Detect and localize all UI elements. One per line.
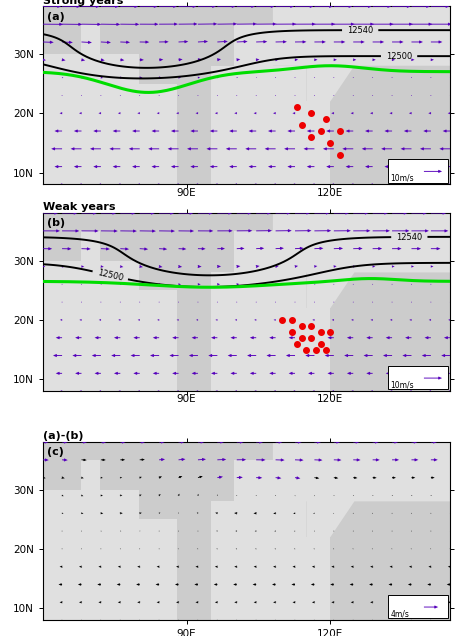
Bar xyxy=(388,595,448,618)
Text: (a): (a) xyxy=(47,11,64,22)
Polygon shape xyxy=(355,6,450,54)
Bar xyxy=(388,366,448,389)
Text: 12500: 12500 xyxy=(97,268,124,283)
Text: 90E: 90E xyxy=(177,188,196,198)
Text: 120E: 120E xyxy=(317,188,344,198)
Polygon shape xyxy=(210,231,330,391)
Polygon shape xyxy=(355,442,450,490)
Polygon shape xyxy=(210,460,330,620)
Text: Weak years: Weak years xyxy=(43,202,115,212)
Polygon shape xyxy=(273,6,450,101)
Polygon shape xyxy=(43,460,177,620)
Polygon shape xyxy=(210,24,330,184)
Polygon shape xyxy=(273,442,450,537)
Text: 12540: 12540 xyxy=(396,232,422,242)
Text: (c): (c) xyxy=(47,447,64,457)
Polygon shape xyxy=(43,24,177,184)
Text: 12500: 12500 xyxy=(386,52,412,60)
Text: 120E: 120E xyxy=(317,394,344,404)
Text: (a)-(b): (a)-(b) xyxy=(43,431,83,441)
Text: 4m/s: 4m/s xyxy=(391,609,409,619)
Text: 10m/s: 10m/s xyxy=(391,380,414,390)
Bar xyxy=(388,159,448,183)
Text: 90E: 90E xyxy=(177,394,196,404)
Polygon shape xyxy=(273,213,450,308)
Text: (b): (b) xyxy=(47,218,65,228)
Polygon shape xyxy=(43,231,177,391)
Text: 12540: 12540 xyxy=(347,25,374,35)
Text: Strong years: Strong years xyxy=(43,0,123,6)
Text: 10m/s: 10m/s xyxy=(391,174,414,183)
Polygon shape xyxy=(355,213,450,261)
